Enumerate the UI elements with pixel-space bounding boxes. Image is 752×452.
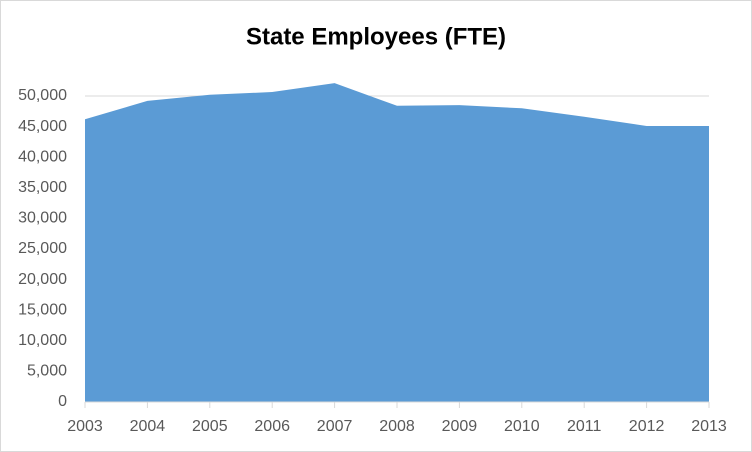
y-tick-label: 15,000 xyxy=(18,301,67,318)
x-tick-label: 2013 xyxy=(691,418,727,435)
x-tick-label: 2009 xyxy=(442,418,478,435)
y-tick-label: 0 xyxy=(58,393,67,410)
x-tick-label: 2006 xyxy=(254,418,290,435)
chart-title: State Employees (FTE) xyxy=(246,23,506,50)
x-tick-label: 2004 xyxy=(130,418,166,435)
area xyxy=(85,83,709,402)
x-tick-label: 2012 xyxy=(629,418,665,435)
y-tick-label: 50,000 xyxy=(18,87,67,104)
x-tick-label: 2003 xyxy=(67,418,103,435)
x-tick-label: 2007 xyxy=(317,418,353,435)
y-tick-label: 25,000 xyxy=(18,240,67,257)
y-tick-label: 20,000 xyxy=(18,271,67,288)
y-tick-label: 35,000 xyxy=(18,179,67,196)
x-tick-label: 2005 xyxy=(192,418,228,435)
x-tick-label: 2010 xyxy=(504,418,540,435)
x-tick-label: 2008 xyxy=(379,418,415,435)
y-tick-label: 40,000 xyxy=(18,148,67,165)
y-tick-label: 10,000 xyxy=(18,332,67,349)
y-tick-label: 30,000 xyxy=(18,210,67,227)
y-tick-label: 45,000 xyxy=(18,118,67,135)
y-tick-label: 5,000 xyxy=(27,363,67,380)
x-tick-label: 2011 xyxy=(567,418,602,435)
